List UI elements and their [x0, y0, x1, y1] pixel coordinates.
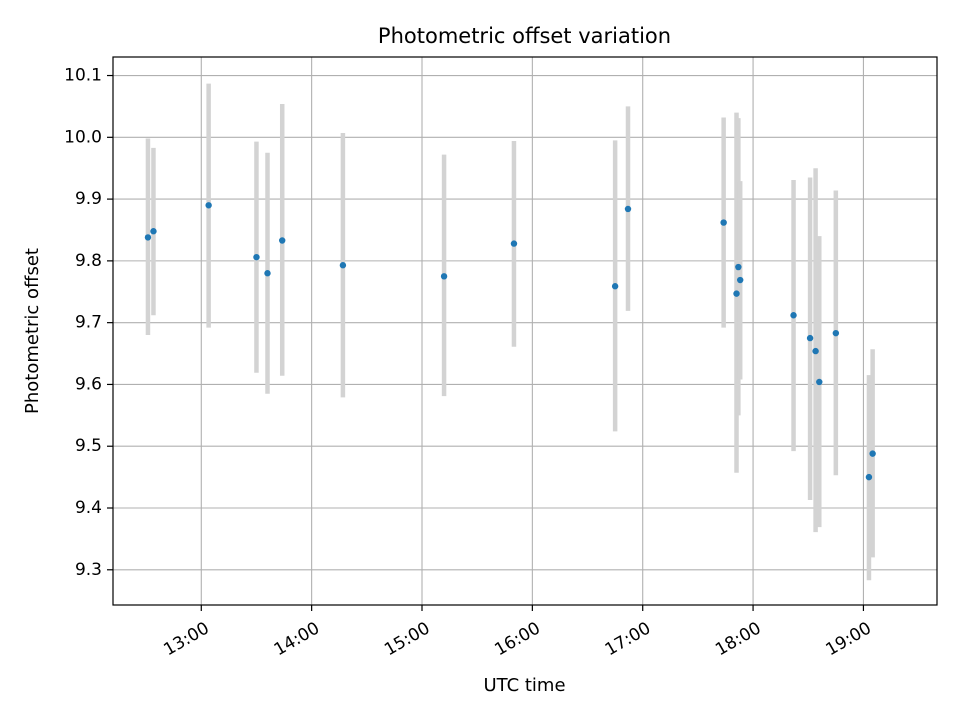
data-point — [205, 202, 212, 209]
data-point — [733, 290, 740, 297]
y-tick-label: 9.4 — [75, 498, 102, 518]
data-point — [736, 276, 744, 284]
y-tick-label: 9.6 — [75, 374, 102, 394]
data-point — [150, 228, 157, 235]
data-point — [806, 334, 814, 342]
data-point — [735, 263, 742, 271]
data-point — [624, 205, 632, 213]
data-point — [339, 262, 347, 269]
y-axis-label: Photometric offset — [22, 248, 43, 414]
x-axis-label: UTC time — [483, 675, 565, 696]
y-tick-label: 9.5 — [75, 436, 102, 456]
data-point — [790, 312, 797, 319]
x-gridlines — [200, 57, 864, 605]
data-point — [144, 234, 152, 241]
data-point — [816, 378, 823, 386]
data-point — [253, 253, 260, 261]
data-point — [510, 240, 518, 247]
data-point — [264, 270, 271, 277]
data-point — [440, 273, 448, 280]
y-tick-label: 10.1 — [64, 66, 102, 86]
chart-title: Photometric offset variation — [378, 24, 671, 48]
y-tick-label: 10.0 — [64, 127, 102, 147]
data-point — [611, 283, 619, 290]
plot-frame — [112, 56, 938, 606]
y-tick-label: 9.8 — [75, 251, 102, 271]
plot-area — [113, 57, 937, 605]
y-tick-label: 9.3 — [75, 560, 102, 580]
y-gridlines — [113, 74, 937, 571]
data-point — [869, 450, 876, 457]
y-axis-ticks: 9.3 9.4 9.5 9.6 9.7 9.8 9.9 10.0 10.1 — [64, 66, 113, 580]
data-point — [812, 347, 819, 355]
y-tick-label: 9.7 — [75, 313, 102, 333]
data-point — [720, 219, 727, 226]
data-point — [832, 329, 840, 337]
y-tick-label: 9.9 — [75, 189, 102, 209]
data-points — [144, 202, 876, 481]
data-point — [865, 473, 873, 481]
data-point — [279, 237, 286, 244]
